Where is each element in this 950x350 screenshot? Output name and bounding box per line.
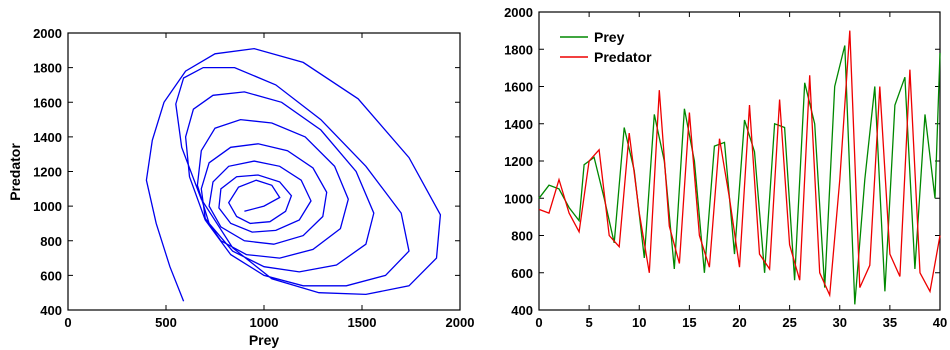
phase-ytick-label: 1600 (33, 95, 62, 110)
phase-xtick-label: 500 (155, 315, 177, 330)
phase-ytick-label: 1400 (33, 130, 62, 145)
phase-ytick-label: 2000 (33, 26, 62, 41)
timeseries-xtick-label: 25 (782, 315, 796, 330)
phase-ytick-label: 600 (40, 268, 62, 283)
timeseries-xtick-label: 10 (632, 315, 646, 330)
phase-plot: 0 500 1000 1500 2000 400 600 800 1000 1200 1400 16… (7, 26, 474, 348)
phase-plot-ylabel: Predator (7, 143, 23, 201)
phase-ytick-label: 800 (40, 234, 62, 249)
phase-xtick-label: 1000 (250, 315, 279, 330)
time-series-plot: 0 5 10 15 20 25 30 35 40 400 600 800 1000 1200 1400 16… (504, 5, 947, 330)
phase-ytick-label: 1200 (33, 165, 62, 180)
legend: Prey Predator (560, 29, 652, 65)
timeseries-xtick-label: 0 (535, 315, 542, 330)
phase-ytick-label: 1000 (33, 199, 62, 214)
timeseries-ytick-label: 800 (511, 229, 533, 244)
timeseries-xtick-label: 40 (933, 315, 947, 330)
timeseries-ytick-label: 1400 (504, 117, 533, 132)
timeseries-ytick-label: 1800 (504, 42, 533, 57)
prey-series-line (538, 45, 941, 305)
predator-series-line (538, 30, 941, 298)
phase-trajectory-line (145, 47, 442, 302)
phase-plot-frame (67, 32, 461, 311)
phase-ytick-label: 1800 (33, 61, 62, 76)
timeseries-xtick-label: 20 (732, 315, 746, 330)
phase-xtick-label: 1500 (348, 315, 377, 330)
phase-xtick-label: 2000 (446, 315, 475, 330)
timeseries-ytick-label: 1000 (504, 191, 533, 206)
legend-predator-label: Predator (594, 49, 652, 65)
phase-plot-xlabel: Prey (249, 332, 280, 348)
phase-xtick-label: 0 (64, 315, 71, 330)
timeseries-ytick-label: 1200 (504, 154, 533, 169)
timeseries-ytick-label: 400 (511, 303, 533, 318)
phase-ytick-label: 400 (40, 303, 62, 318)
timeseries-xtick-label: 5 (586, 315, 593, 330)
timeseries-ytick-label: 1600 (504, 80, 533, 95)
timeseries-xtick-label: 35 (883, 315, 897, 330)
legend-prey-label: Prey (594, 29, 625, 45)
timeseries-ytick-label: 600 (511, 266, 533, 281)
timeseries-ytick-label: 2000 (504, 5, 533, 20)
timeseries-xtick-label: 30 (833, 315, 847, 330)
timeseries-xtick-label: 15 (682, 315, 696, 330)
